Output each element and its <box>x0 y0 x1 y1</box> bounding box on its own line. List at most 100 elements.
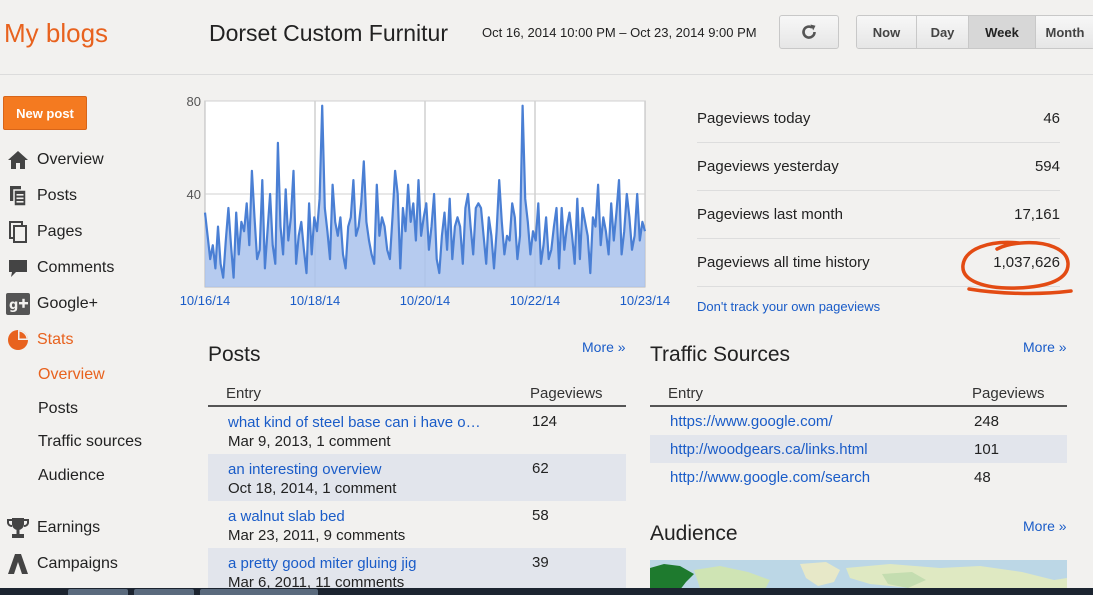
y-tick-label: 80 <box>187 94 201 109</box>
sidebar-item-posts[interactable]: Posts <box>0 181 175 211</box>
sidebar-item-campaigns[interactable]: Campaigns <box>0 549 175 579</box>
summary-label: Pageviews last month <box>697 206 843 223</box>
summary-value: 46 <box>1043 110 1060 127</box>
sidebar-item-label: Posts <box>37 187 78 204</box>
new-post-button[interactable]: New post <box>3 96 87 130</box>
comment-icon <box>3 256 33 280</box>
os-taskbar <box>0 588 1093 595</box>
stats-sub-traffic-sources[interactable]: Traffic sources <box>38 433 143 450</box>
sidebar-item-label: Pages <box>37 223 83 240</box>
post-title-link[interactable]: a walnut slab bed <box>228 508 345 525</box>
sidebar-item-stats[interactable]: Stats <box>0 325 175 355</box>
post-meta: Oct 18, 2014, 1 comment <box>228 480 397 497</box>
chart-area-fill <box>205 105 645 287</box>
sidebar-item-google-plus[interactable]: g Google+ <box>0 289 175 319</box>
audience-more-link[interactable]: More » <box>1023 518 1067 534</box>
table-header: Entry Pageviews <box>208 383 626 407</box>
taskbar-button[interactable] <box>200 589 260 595</box>
home-icon <box>3 148 33 172</box>
range-week-button[interactable]: Week <box>969 16 1036 48</box>
table-row: http://www.google.com/search 48 <box>650 463 1067 491</box>
range-month-button[interactable]: Month <box>1036 16 1093 48</box>
traffic-table: Entry Pageviews https://www.google.com/ … <box>650 383 1067 491</box>
sidebar-item-label: Earnings <box>37 519 101 536</box>
table-row: http://woodgears.ca/links.html 101 <box>650 435 1067 463</box>
world-map-graphic <box>650 562 1067 595</box>
traffic-url-link[interactable]: http://www.google.com/search <box>670 468 871 486</box>
google-plus-icon: g <box>3 292 33 316</box>
header-divider <box>0 74 1093 75</box>
col-pageviews: Pageviews <box>530 385 603 402</box>
table-row: a walnut slab bed Mar 23, 2011, 9 comment… <box>208 501 626 548</box>
range-day-button[interactable]: Day <box>917 16 969 48</box>
campaigns-icon <box>3 552 33 576</box>
traffic-section-title: Traffic Sources <box>650 343 791 366</box>
refresh-icon <box>802 24 816 39</box>
traffic-views: 101 <box>974 440 1000 458</box>
summary-label: Pageviews yesterday <box>697 158 839 175</box>
summary-row-yesterday: Pageviews yesterday 594 <box>697 143 1060 191</box>
table-row: an interesting overview Oct 18, 2014, 1 c… <box>208 454 626 501</box>
dont-track-link[interactable]: Don't track your own pageviews <box>697 299 881 314</box>
sidebar-item-comments[interactable]: Comments <box>0 253 175 283</box>
post-title-link[interactable]: an interesting overview <box>228 461 382 478</box>
my-blogs-link[interactable]: My blogs <box>4 18 109 48</box>
sidebar-item-pages[interactable]: Pages <box>0 217 175 247</box>
pages-icon <box>3 220 33 244</box>
summary-label: Pageviews all time history <box>697 254 870 271</box>
col-pageviews: Pageviews <box>972 385 1045 402</box>
x-tick-label: 10/16/14 <box>180 293 231 308</box>
summary-row-last-month: Pageviews last month 17,161 <box>697 191 1060 239</box>
pageviews-chart: 80 40 10/16/14 10/18/14 10/20/14 10/22/14 10/2… <box>170 88 675 318</box>
posts-section-title: Posts <box>208 343 261 366</box>
taskbar-button[interactable] <box>258 589 318 595</box>
sidebar-item-label: Comments <box>37 259 115 276</box>
summary-label: Pageviews today <box>697 110 811 127</box>
summary-row-today: Pageviews today 46 <box>697 95 1060 143</box>
post-meta: Mar 9, 2013, 1 comment <box>228 433 391 450</box>
posts-icon <box>3 184 33 208</box>
post-views: 39 <box>532 554 549 571</box>
blog-title[interactable]: Dorset Custom Furnitur <box>209 20 449 46</box>
x-tick-label: 10/22/14 <box>510 293 561 308</box>
sidebar-item-label: Stats <box>37 331 74 348</box>
taskbar-button[interactable] <box>134 589 194 595</box>
traffic-url-link[interactable]: https://www.google.com/ <box>670 412 833 430</box>
post-views: 58 <box>532 507 549 524</box>
posts-more-link[interactable]: More » <box>582 339 626 355</box>
traffic-views: 48 <box>974 468 991 486</box>
svg-text:g: g <box>9 298 18 313</box>
stats-sub-overview[interactable]: Overview <box>38 366 105 383</box>
range-selector: Now Day Week Month <box>856 15 1093 49</box>
pageviews-chart-svg: 80 40 10/16/14 10/18/14 10/20/14 10/22/14 10/2… <box>180 94 671 308</box>
sidebar-item-earnings[interactable]: Earnings <box>0 513 175 543</box>
audience-section-title: Audience <box>650 522 738 545</box>
post-views: 124 <box>532 413 558 430</box>
x-tick-label: 10/18/14 <box>290 293 341 308</box>
y-tick-label: 40 <box>187 187 201 202</box>
post-views: 62 <box>532 460 549 477</box>
trophy-icon <box>3 516 33 540</box>
summary-value: 1,037,626 <box>993 254 1060 271</box>
stats-sub-audience[interactable]: Audience <box>38 467 105 484</box>
x-tick-label: 10/20/14 <box>400 293 451 308</box>
date-range: Oct 16, 2014 10:00 PM – Oct 23, 2014 9:0… <box>482 25 757 40</box>
table-row: https://www.google.com/ 248 <box>650 407 1067 435</box>
table-header: Entry Pageviews <box>650 383 1067 407</box>
sidebar-item-label: Campaigns <box>37 555 118 572</box>
stats-sub-posts[interactable]: Posts <box>38 400 79 417</box>
sidebar-item-label: Google+ <box>37 295 98 312</box>
header: My blogs Dorset Custom Furnitur Oct 16, … <box>0 0 1093 72</box>
x-tick-label: 10/23/14 <box>620 293 671 308</box>
post-meta: Mar 6, 2011, 11 comments <box>228 574 405 591</box>
refresh-button[interactable] <box>779 15 839 49</box>
post-title-link[interactable]: a pretty good miter gluing jig <box>228 555 417 572</box>
taskbar-button[interactable] <box>68 589 128 595</box>
post-title-link[interactable]: what kind of steel base can i have o… <box>228 414 481 431</box>
traffic-url-link[interactable]: http://woodgears.ca/links.html <box>670 440 868 458</box>
range-now-button[interactable]: Now <box>857 16 917 48</box>
summary-value: 17,161 <box>1014 206 1060 223</box>
table-row: what kind of steel base can i have o… Mar… <box>208 407 626 454</box>
sidebar-item-overview[interactable]: Overview <box>0 145 175 175</box>
traffic-more-link[interactable]: More » <box>1023 339 1067 355</box>
